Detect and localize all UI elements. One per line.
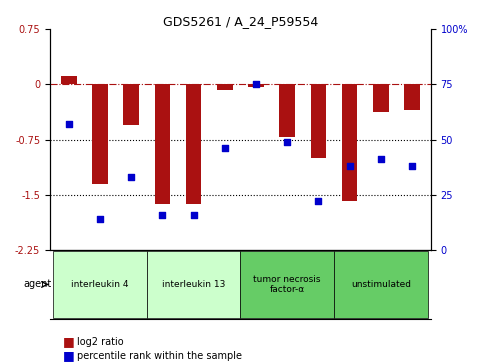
Bar — [342, 84, 357, 201]
Point — [346, 163, 354, 169]
Text: percentile rank within the sample: percentile rank within the sample — [77, 351, 242, 362]
Text: interleukin 4: interleukin 4 — [71, 280, 128, 289]
Point — [377, 156, 384, 162]
Point — [314, 199, 322, 204]
Bar — [311, 84, 326, 158]
Bar — [248, 84, 264, 87]
Bar — [279, 84, 295, 137]
FancyBboxPatch shape — [334, 251, 427, 318]
FancyBboxPatch shape — [241, 251, 334, 318]
Text: interleukin 13: interleukin 13 — [162, 280, 225, 289]
Bar — [155, 84, 170, 204]
Text: tumor necrosis
factor-α: tumor necrosis factor-α — [254, 275, 321, 294]
Point — [408, 163, 416, 169]
Text: unstimulated: unstimulated — [351, 280, 411, 289]
Text: agent: agent — [23, 280, 52, 289]
Point — [284, 139, 291, 145]
Bar — [404, 84, 420, 110]
Bar — [92, 84, 108, 184]
Bar — [217, 84, 233, 90]
Title: GDS5261 / A_24_P59554: GDS5261 / A_24_P59554 — [163, 15, 318, 28]
Bar — [61, 76, 76, 84]
Point — [127, 174, 135, 180]
Point — [252, 81, 260, 87]
Point — [158, 212, 166, 217]
Text: ■: ■ — [63, 335, 74, 348]
Point — [65, 121, 72, 127]
Point — [190, 212, 198, 217]
FancyBboxPatch shape — [147, 251, 241, 318]
Bar — [186, 84, 201, 204]
FancyBboxPatch shape — [53, 251, 147, 318]
Bar — [123, 84, 139, 125]
Text: ■: ■ — [63, 349, 74, 362]
Point — [96, 216, 104, 222]
Text: log2 ratio: log2 ratio — [77, 337, 124, 347]
Point — [221, 146, 228, 151]
Bar — [373, 84, 389, 112]
